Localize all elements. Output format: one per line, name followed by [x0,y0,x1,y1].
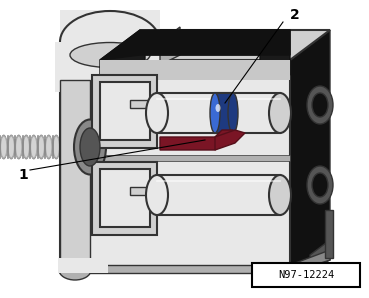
Polygon shape [290,30,330,270]
Bar [92,162,157,235]
Ellipse shape [210,93,220,133]
Ellipse shape [228,93,238,133]
Polygon shape [310,240,330,270]
Ellipse shape [307,166,333,204]
Ellipse shape [269,93,291,133]
Text: 1: 1 [18,168,28,182]
Ellipse shape [15,135,22,159]
Ellipse shape [312,173,328,197]
Ellipse shape [312,93,328,117]
Bar [100,60,290,80]
Ellipse shape [30,135,37,159]
Ellipse shape [59,260,91,280]
Ellipse shape [307,86,333,124]
Bar [157,93,280,133]
Polygon shape [60,80,90,270]
Text: 2: 2 [290,8,300,22]
Ellipse shape [38,135,45,159]
Bar [92,75,157,148]
Polygon shape [60,30,330,60]
Bar [325,210,333,258]
FancyBboxPatch shape [252,263,360,287]
Ellipse shape [15,136,22,158]
Polygon shape [100,30,290,60]
Polygon shape [215,130,245,150]
Ellipse shape [1,136,7,158]
Ellipse shape [23,136,30,158]
Bar [55,42,170,92]
Ellipse shape [0,135,7,159]
Ellipse shape [23,135,30,159]
Bar [215,93,233,133]
Bar [60,155,290,161]
Ellipse shape [269,175,291,215]
Bar [60,10,160,75]
Bar [58,258,108,273]
Ellipse shape [8,136,14,158]
Ellipse shape [53,135,60,159]
Ellipse shape [45,136,52,158]
Ellipse shape [70,43,150,68]
Bar [130,187,150,195]
Ellipse shape [215,104,221,112]
Bar [130,100,150,108]
Text: N97-12224: N97-12224 [278,270,334,280]
Ellipse shape [146,93,168,133]
Ellipse shape [80,128,100,166]
Ellipse shape [8,135,15,159]
Ellipse shape [45,135,52,159]
Bar [60,265,290,273]
Polygon shape [100,30,290,80]
Polygon shape [160,130,233,150]
Polygon shape [290,250,330,273]
Ellipse shape [38,136,44,158]
Bar [60,60,290,270]
Bar [157,175,280,215]
Ellipse shape [74,119,106,175]
Bar [100,169,150,227]
Bar [100,82,150,140]
Ellipse shape [53,136,59,158]
Ellipse shape [60,11,160,73]
Ellipse shape [146,175,168,215]
Ellipse shape [31,136,37,158]
Polygon shape [160,27,180,65]
